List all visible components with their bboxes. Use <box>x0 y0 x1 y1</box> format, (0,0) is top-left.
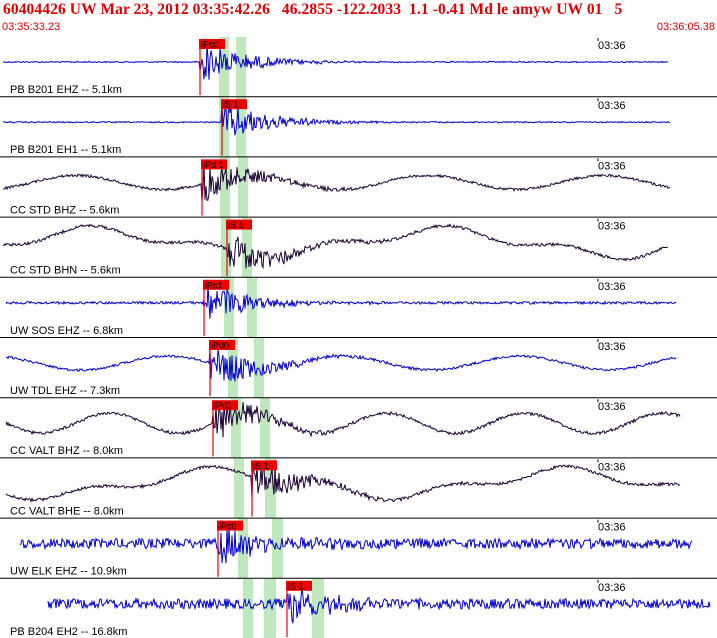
phase-pick: iPd 1 <box>201 159 227 216</box>
trace-row: iS 1 03:36 PB B204 EH2 -- 16.8km <box>10 579 711 638</box>
pick-box <box>203 279 229 290</box>
station-label: CC VALT BHZ -- 8.0km <box>10 445 123 457</box>
pick-box <box>212 400 238 411</box>
event-title: 60404426 UW Mar 23, 2012 03:35:42.26 46.… <box>3 1 623 18</box>
waveform <box>2 44 668 80</box>
minute-tick-label: 03:36 <box>598 281 626 293</box>
minute-tick-label: 03:36 <box>598 100 626 112</box>
trace-row: iPd1 03:36 CC VALT BHZ -- 8.0km <box>0 399 717 459</box>
phase-pick: iPd0 <box>209 340 235 397</box>
minute-tick-label: 03:36 <box>598 461 626 473</box>
pick-label: iPd0 <box>211 341 229 351</box>
window-band <box>254 338 264 399</box>
window-band <box>220 157 230 218</box>
pick-box <box>286 580 312 591</box>
window-band <box>247 277 257 338</box>
pick-label: iPd1 <box>214 401 232 411</box>
seismogram-plot: iPc0 03:36 PB B201 EHZ -- 5.1km iS 1 03:36 PB… <box>0 36 717 638</box>
waveform <box>5 460 681 503</box>
trace-row: iPc0 03:36 PB B201 EHZ -- 5.1km <box>0 38 717 98</box>
window-band <box>219 97 229 158</box>
phase-pick: iS 1 <box>221 99 247 156</box>
station-label: CC VALT BHE -- 8.0km <box>10 505 124 517</box>
phase-pick: iS 1 <box>226 219 252 276</box>
pick-label: iPd 1 <box>203 160 224 170</box>
waveform <box>2 163 671 201</box>
window-band <box>243 578 253 638</box>
pick-box <box>209 340 235 350</box>
trace-row: iPd 1 03:36 CC STD BHZ -- 5.6km <box>0 158 717 218</box>
phase-pick: iPc0 <box>199 39 225 96</box>
trace-row: iPc0 03:36 UW ELK EHZ -- 10.9km <box>0 519 717 579</box>
pick-label: iPc0 <box>201 40 219 50</box>
window-band <box>234 458 244 519</box>
phase-pick: iPc1 <box>203 279 229 336</box>
waveform <box>47 586 711 624</box>
trace-row: iS 1 03:36 CC STD BHN -- 5.6km <box>0 218 717 278</box>
station-label: CC STD BHN -- 5.6km <box>10 265 121 277</box>
window-band <box>242 217 252 278</box>
waveform <box>19 527 693 564</box>
station-label: PB B204 EH2 -- 16.8km <box>10 626 127 638</box>
station-label: UW TDL EHZ -- 7.3km <box>10 385 120 397</box>
trace-row: iS 1 03:36 CC VALT BHE -- 8.0km <box>0 459 717 519</box>
window-band <box>238 157 248 218</box>
waveform <box>5 401 681 438</box>
waveform <box>5 285 677 319</box>
window-band <box>265 458 276 519</box>
minute-tick-label: 03:36 <box>598 160 626 172</box>
waveform <box>2 103 671 136</box>
minute-tick-label: 03:36 <box>598 40 626 52</box>
start-timestamp: 03:35:33.23 <box>2 21 61 33</box>
window-band <box>219 37 229 98</box>
minute-tick-label: 03:36 <box>598 221 626 233</box>
window-band <box>221 217 231 278</box>
station-label: UW SOS EHZ -- 6.8km <box>10 325 123 337</box>
phase-pick: iS 1 <box>251 460 277 517</box>
window-band <box>231 398 241 459</box>
station-label: PB B201 EHZ -- 5.1km <box>10 84 122 96</box>
minute-tick-label: 03:36 <box>598 401 626 413</box>
pick-box <box>199 39 225 49</box>
pick-box <box>251 460 277 471</box>
trace-row: iPd0 03:36 UW TDL EHZ -- 7.3km <box>0 339 717 399</box>
pick-box <box>201 159 227 170</box>
pick-label: iPc1 <box>205 280 223 290</box>
window-band <box>272 518 283 579</box>
event-header: 60404426 UW Mar 23, 2012 03:35:42.26 46.… <box>0 0 717 36</box>
station-label: PB B201 EH1 -- 5.1km <box>10 144 121 156</box>
pick-box <box>226 219 252 230</box>
waveform <box>2 223 669 270</box>
pick-label: iS 1 <box>223 100 239 110</box>
phase-pick: iS 1 <box>286 580 312 637</box>
minute-tick-label: 03:36 <box>598 582 626 594</box>
trace-row: iPc1 03:36 UW SOS EHZ -- 6.8km <box>0 278 717 338</box>
phase-pick: iPc0 <box>217 520 243 577</box>
window-band <box>260 398 270 459</box>
pick-label: iS 1 <box>253 461 269 471</box>
pick-box <box>221 99 247 110</box>
pick-label: iS 1 <box>228 220 244 230</box>
minute-tick-label: 03:36 <box>598 341 626 353</box>
phase-pick: iPd1 <box>212 400 238 457</box>
waveform <box>5 349 677 382</box>
pick-label: iPc0 <box>219 521 237 531</box>
end-timestamp: 03:36:05.38 <box>656 21 715 33</box>
pick-box <box>217 520 243 531</box>
seismogram-svg: iPc0 03:36 PB B201 EHZ -- 5.1km iS 1 03:36 PB… <box>0 37 717 638</box>
pick-label: iS 1 <box>288 581 304 591</box>
window-band <box>264 578 276 638</box>
minute-tick-label: 03:36 <box>598 522 626 534</box>
window-band <box>224 277 234 338</box>
trace-row: iS 1 03:36 PB B201 EH1 -- 5.1km <box>0 98 717 158</box>
station-label: CC STD BHZ -- 5.6km <box>10 204 119 216</box>
station-label: UW ELK EHZ -- 10.9km <box>10 566 127 578</box>
